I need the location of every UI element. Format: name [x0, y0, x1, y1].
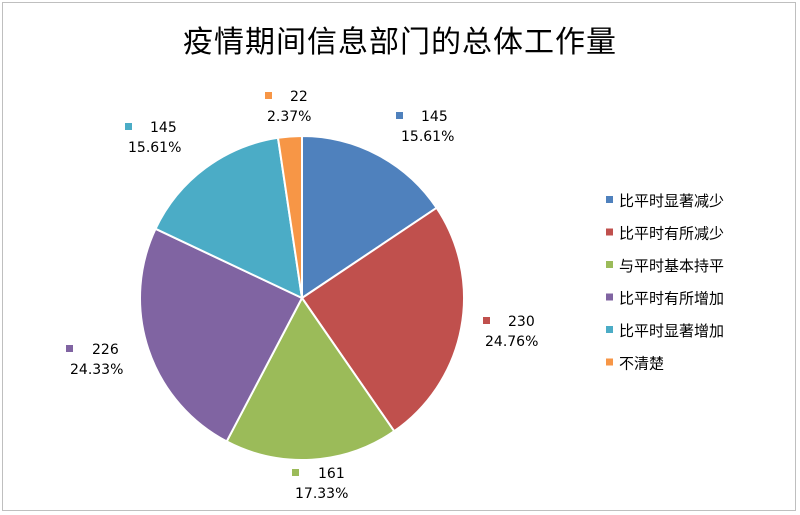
data-label-marker	[265, 92, 272, 99]
data-label-value: 230	[508, 314, 535, 330]
data-label-percent: 15.61%	[128, 140, 181, 156]
data-label-percent: 17.33%	[295, 486, 348, 502]
legend-entry: 比平时显著减少	[619, 192, 724, 210]
pie-slice	[276, 134, 303, 299]
pie-slice	[154, 136, 304, 300]
legend-swatch	[606, 293, 613, 301]
pie-slice	[301, 134, 438, 300]
data-label-value: 145	[421, 109, 448, 125]
pie-slice	[225, 296, 396, 461]
pie-slice	[139, 227, 304, 443]
legend-swatch	[606, 196, 613, 203]
legend-swatch	[606, 358, 613, 366]
data-label-value: 145	[150, 120, 177, 136]
data-label-marker	[292, 469, 299, 476]
data-label-marker	[125, 123, 132, 130]
data-label-percent: 2.37%	[267, 109, 311, 125]
chart-title: 疫情期间信息部门的总体工作量	[183, 25, 617, 60]
data-label-percent: 24.76%	[485, 334, 538, 350]
legend-entry: 比平时有所减少	[619, 225, 724, 243]
legend-entry: 不清楚	[619, 355, 664, 373]
legend-swatch	[606, 228, 613, 236]
data-label-marker	[66, 345, 73, 352]
data-label-percent: 24.33%	[70, 362, 123, 378]
legend-entry: 比平时有所增加	[619, 290, 724, 308]
legend-entry: 与平时基本持平	[619, 257, 724, 275]
data-label-value: 22	[290, 89, 308, 105]
data-label-value: 226	[92, 342, 119, 358]
data-label-percent: 15.61%	[401, 129, 454, 145]
data-label-value: 161	[318, 466, 345, 482]
legend-entry: 比平时显著增加	[619, 322, 724, 340]
legend-swatch	[606, 326, 613, 333]
pie-slice	[300, 206, 465, 433]
data-label-marker	[396, 112, 403, 119]
data-label-marker	[483, 317, 490, 324]
legend-swatch	[606, 261, 613, 268]
